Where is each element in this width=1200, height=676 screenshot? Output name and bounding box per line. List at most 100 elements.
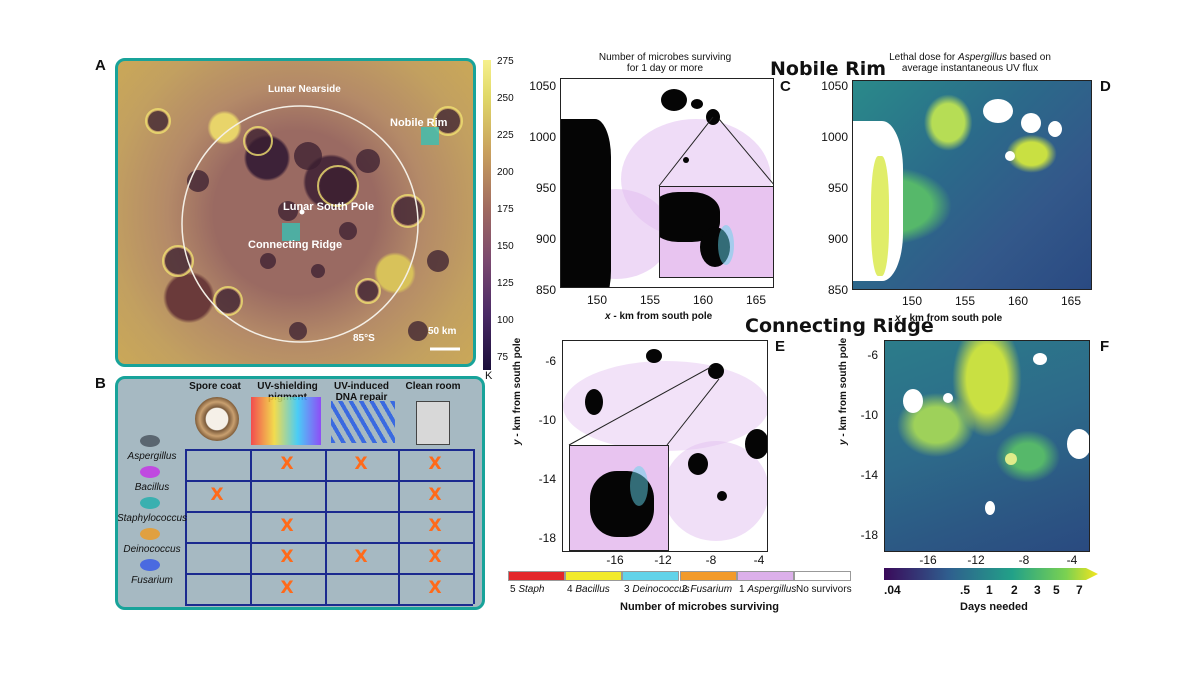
x-tick: -16 — [919, 553, 937, 567]
nobile-rim-heading: Nobile Rim — [770, 58, 887, 80]
column-header: Spore coat — [189, 381, 241, 392]
y-tick: 1050 — [821, 79, 848, 93]
table-row-line — [185, 542, 473, 544]
legend-swatch — [794, 571, 851, 581]
crater-texture — [145, 105, 463, 351]
legend-swatch — [622, 571, 679, 581]
panel-f-map — [884, 340, 1090, 552]
temperature-unit: K — [485, 370, 493, 382]
south-pole-dot — [299, 209, 305, 215]
table-row-line — [185, 480, 473, 482]
legend-label: 5 Staph — [510, 584, 545, 595]
panel-d-map — [852, 80, 1092, 290]
panel-b-label: B — [95, 375, 106, 392]
x-tick: -16 — [606, 553, 624, 567]
x-tick: 165 — [1060, 294, 1082, 308]
colorbar-tick: 250 — [497, 93, 514, 104]
y-tick: -14 — [860, 468, 878, 482]
legend-label: 1 Aspergillus — [739, 584, 797, 595]
y-tick: 900 — [827, 232, 848, 246]
panel-d-label: D — [1100, 78, 1111, 95]
colorbar-tick: 175 — [497, 204, 514, 215]
panel-f-ylabel: y - km from south pole — [838, 337, 849, 445]
table-mark: X — [280, 578, 294, 598]
y-tick: -18 — [860, 528, 878, 542]
y-tick: -10 — [538, 413, 556, 427]
x-tick: -8 — [1018, 553, 1030, 567]
legend-label: No survivors — [796, 584, 852, 595]
nobile-rim-marker — [421, 127, 439, 145]
uv-pigment-image — [251, 397, 321, 445]
table-mark: X — [354, 454, 368, 474]
y-tick: 1000 — [821, 130, 848, 144]
table-col-line — [185, 449, 187, 604]
microbe-icon — [140, 528, 160, 540]
legend-swatch — [737, 571, 794, 581]
table-mark: X — [428, 454, 442, 474]
days-colorbar — [884, 568, 1098, 580]
table-col-line — [325, 449, 327, 604]
panel-e-map — [562, 340, 768, 552]
y-tick: -10 — [860, 408, 878, 422]
table-mark: X — [280, 547, 294, 567]
temperature-colorbar — [483, 60, 491, 370]
y-tick: 900 — [535, 232, 556, 246]
colorbar-tick: 125 — [497, 278, 514, 289]
table-mark: X — [280, 454, 294, 474]
microbe-name: Staphylococcus — [116, 513, 188, 524]
microbe-name: Deinococcus — [123, 544, 181, 555]
nobile-rim-label: Nobile Rim — [390, 117, 448, 129]
x-tick: -12 — [654, 553, 672, 567]
85s-circle — [181, 105, 419, 343]
microbe-name: Aspergillus — [127, 451, 177, 462]
table-col-line — [250, 449, 252, 604]
colorbar-tick: 2 — [1011, 583, 1018, 597]
panel-c-label: C — [780, 78, 791, 95]
x-tick: 155 — [954, 294, 976, 308]
colorbar-tick: 75 — [497, 352, 509, 363]
lunar-map: Lunar Nearside Nobile Rim Lunar South Po… — [115, 58, 476, 367]
colorbar-tick: 3 — [1034, 583, 1041, 597]
table-row-line — [185, 573, 473, 575]
legend-label: 3 Deinococcus — [624, 584, 690, 595]
table-mark: X — [428, 516, 442, 536]
microbe-icon — [140, 466, 160, 478]
column-header: Clean room — [405, 381, 461, 392]
x-tick: 150 — [901, 294, 923, 308]
microbe-name: Bacillus — [134, 482, 170, 493]
survivor-legend-title: Number of microbes surviving — [620, 601, 779, 613]
colorbar-tick: 5 — [1053, 583, 1060, 597]
x-tick: 160 — [1007, 294, 1029, 308]
y-tick: 850 — [535, 283, 556, 297]
panel-e-ylabel: y - km from south pole — [512, 337, 523, 445]
table-mark: X — [210, 485, 224, 505]
microbe-name: Fusarium — [131, 575, 173, 586]
table-row-line — [185, 604, 473, 606]
panel-c-title: Number of microbes surviving for 1 day or… — [598, 52, 732, 74]
table-mark: X — [354, 547, 368, 567]
x-tick: -4 — [753, 553, 765, 567]
panel-e-inset — [569, 445, 669, 551]
panel-d-title: Lethal dose for Aspergillus based on ave… — [889, 52, 1051, 74]
south-pole-label: Lunar South Pole — [283, 201, 375, 213]
panel-e-label: E — [775, 338, 786, 355]
colorbar-tick: 150 — [497, 241, 514, 252]
legend-swatch — [508, 571, 565, 581]
connecting-ridge-heading: Connecting Ridge — [745, 315, 934, 337]
table-mark: X — [428, 485, 442, 505]
panel-c-xlabel: x - km from south pole — [605, 311, 713, 322]
legend-swatch — [565, 571, 622, 581]
days-colorbar-title: Days needed — [960, 601, 1028, 613]
panel-c-inset — [659, 186, 773, 278]
panel-d-xlabel: x - km from south pole — [895, 313, 1003, 324]
table-mark: X — [428, 578, 442, 598]
table-mark: X — [428, 547, 442, 567]
table-col-line — [473, 449, 475, 604]
colorbar-tick: 225 — [497, 130, 514, 141]
table-row-line — [185, 511, 473, 513]
y-tick: 950 — [827, 181, 848, 195]
colorbar-tick: 200 — [497, 167, 514, 178]
column-header: UV-induced DNA repair — [333, 381, 389, 403]
y-tick: -6 — [867, 348, 878, 362]
